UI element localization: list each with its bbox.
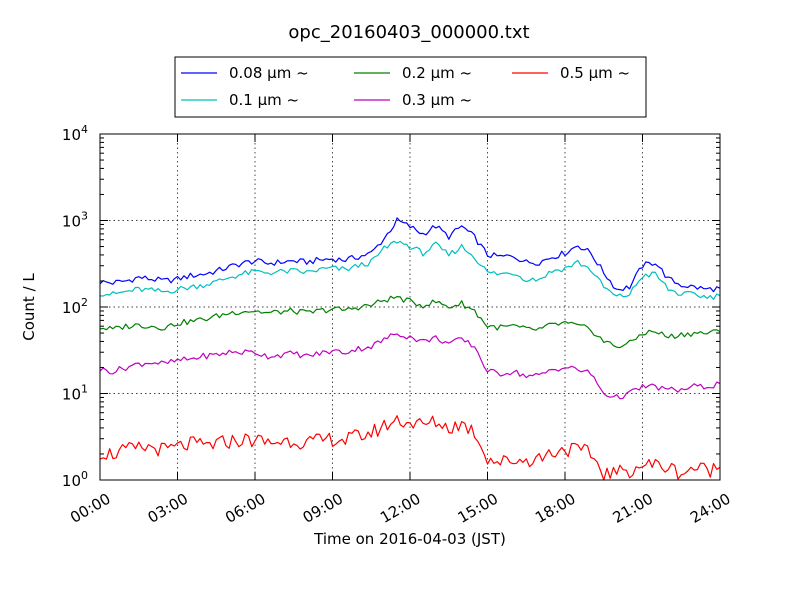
y-tick-label: 102 — [62, 296, 88, 317]
legend-label-5: 0.5 μm ~ — [560, 64, 630, 82]
y-tick-exponent: 0 — [81, 469, 88, 482]
axis-ticks — [99, 133, 721, 481]
series-line-5 — [99, 415, 721, 481]
y-tick-base: 10 — [62, 126, 81, 144]
legend: 0.08 μm ~ 0.1 μm ~ 0.2 μm ~ 0.3 μm ~ 0.5 μm … — [174, 56, 647, 118]
legend-label-3: 0.2 μm ~ — [402, 64, 472, 82]
y-tick-label: 103 — [62, 210, 88, 231]
y-tick-base: 10 — [62, 213, 81, 231]
series-line-3 — [99, 295, 721, 349]
y-tick-base: 10 — [62, 299, 81, 317]
legend-label-1: 0.08 μm ~ — [229, 64, 309, 82]
legend-box — [174, 56, 647, 118]
y-tick-exponent: 2 — [81, 296, 88, 309]
y-tick-label: 101 — [62, 383, 88, 404]
chart-title: opc_20160403_000000.txt — [288, 22, 529, 43]
legend-label-4: 0.3 μm ~ — [402, 91, 472, 109]
y-tick-base: 10 — [62, 386, 81, 404]
y-tick-exponent: 4 — [81, 123, 88, 136]
y-tick-base: 10 — [62, 472, 81, 490]
series-lines — [99, 217, 721, 481]
y-tick-label: 100 — [62, 469, 88, 490]
series-line-1 — [99, 217, 721, 293]
series-line-2 — [99, 240, 721, 300]
x-axis-label: Time on 2016-04-03 (JST) — [313, 530, 506, 548]
y-tick-exponent: 3 — [81, 210, 88, 223]
y-tick-label: 104 — [62, 123, 88, 144]
series-line-4 — [99, 333, 721, 400]
y-tick-exponent: 1 — [81, 383, 88, 396]
y-axis-label: Count / L — [20, 273, 38, 341]
legend-label-2: 0.1 μm ~ — [229, 91, 299, 109]
